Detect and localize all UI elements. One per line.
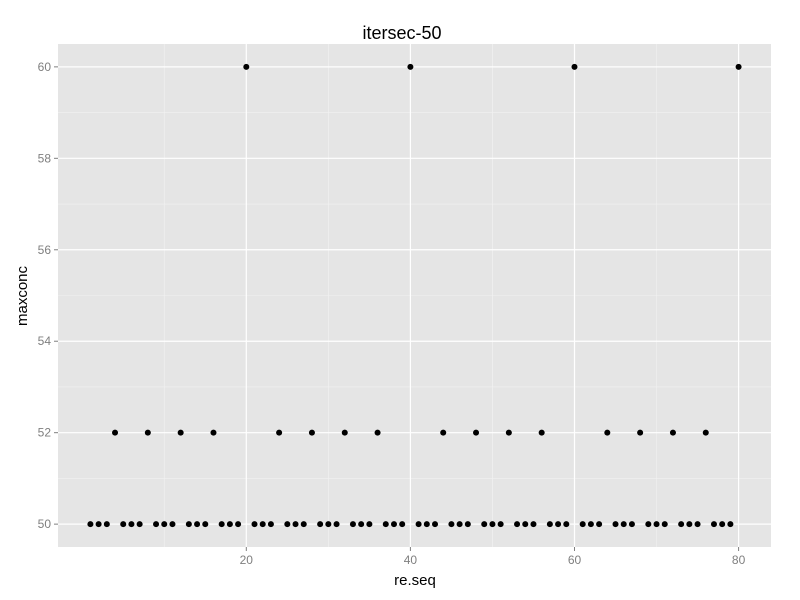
data-point xyxy=(382,521,389,528)
y-axis-title: maxconc xyxy=(14,265,31,326)
data-point xyxy=(276,429,283,436)
data-point xyxy=(620,521,627,528)
data-point xyxy=(702,429,709,436)
major-gridlines xyxy=(58,44,771,547)
data-point xyxy=(399,521,406,528)
data-point xyxy=(120,521,127,528)
data-point xyxy=(464,521,471,528)
data-point xyxy=(686,521,693,528)
chart-title: itersec-50 xyxy=(362,23,441,43)
data-point xyxy=(226,521,233,528)
data-point xyxy=(251,521,258,528)
data-point xyxy=(661,521,668,528)
data-point xyxy=(448,521,455,528)
data-point xyxy=(161,521,168,528)
data-point xyxy=(596,521,603,528)
data-point xyxy=(218,521,225,528)
data-point xyxy=(284,521,291,528)
data-point xyxy=(432,521,439,528)
data-point xyxy=(653,521,660,528)
data-points xyxy=(87,63,742,528)
x-tick-label: 60 xyxy=(568,553,582,567)
data-point xyxy=(358,521,365,528)
data-point xyxy=(210,429,217,436)
data-point xyxy=(735,63,742,70)
data-point xyxy=(136,521,143,528)
data-point xyxy=(645,521,652,528)
data-point xyxy=(103,521,110,528)
data-point xyxy=(349,521,356,528)
data-point xyxy=(259,521,266,528)
data-point xyxy=(719,521,726,528)
data-point xyxy=(710,521,717,528)
data-point xyxy=(555,521,562,528)
data-point xyxy=(423,521,430,528)
data-point xyxy=(637,429,644,436)
data-point xyxy=(144,429,151,436)
data-point xyxy=(489,521,496,528)
x-tick-label: 20 xyxy=(240,553,254,567)
data-point xyxy=(366,521,373,528)
data-point xyxy=(530,521,537,528)
data-point xyxy=(169,521,176,528)
data-point xyxy=(325,521,332,528)
data-point xyxy=(514,521,521,528)
data-point xyxy=(185,521,192,528)
data-point xyxy=(546,521,553,528)
data-point xyxy=(678,521,685,528)
data-point xyxy=(505,429,512,436)
data-point xyxy=(194,521,201,528)
data-point xyxy=(95,521,102,528)
data-point xyxy=(473,429,480,436)
y-tick-label: 58 xyxy=(38,151,52,165)
data-point xyxy=(440,429,447,436)
data-point xyxy=(727,521,734,528)
x-axis-ticks: 20 40 60 80 xyxy=(240,547,746,567)
x-axis-title: re.seq xyxy=(394,572,436,589)
y-tick-label: 60 xyxy=(38,60,52,74)
data-point xyxy=(628,521,635,528)
data-point xyxy=(522,521,529,528)
data-point xyxy=(128,521,135,528)
data-point xyxy=(235,521,242,528)
y-tick-label: 56 xyxy=(38,243,52,257)
data-point xyxy=(267,521,274,528)
data-point xyxy=(292,521,299,528)
y-axis-ticks: 50 52 54 56 58 60 xyxy=(38,60,58,531)
data-point xyxy=(481,521,488,528)
data-point xyxy=(612,521,619,528)
data-point xyxy=(390,521,397,528)
minor-gridlines xyxy=(58,44,771,547)
data-point xyxy=(587,521,594,528)
data-point xyxy=(308,429,315,436)
x-tick-label: 40 xyxy=(404,553,418,567)
data-point xyxy=(563,521,570,528)
data-point xyxy=(112,429,119,436)
data-point xyxy=(604,429,611,436)
y-tick-label: 50 xyxy=(38,517,52,531)
data-point xyxy=(538,429,545,436)
data-point xyxy=(341,429,348,436)
x-tick-label: 80 xyxy=(732,553,746,567)
data-point xyxy=(333,521,340,528)
data-point xyxy=(153,521,160,528)
data-point xyxy=(243,63,250,70)
data-point xyxy=(300,521,307,528)
data-point xyxy=(202,521,209,528)
data-point xyxy=(456,521,463,528)
data-point xyxy=(407,63,414,70)
data-point xyxy=(87,521,94,528)
y-tick-label: 54 xyxy=(38,334,52,348)
data-point xyxy=(669,429,676,436)
data-point xyxy=(317,521,324,528)
data-point xyxy=(571,63,578,70)
data-point xyxy=(415,521,422,528)
data-point xyxy=(694,521,701,528)
data-point xyxy=(374,429,381,436)
data-point xyxy=(579,521,586,528)
y-tick-label: 52 xyxy=(38,426,52,440)
data-point xyxy=(177,429,184,436)
data-point xyxy=(497,521,504,528)
